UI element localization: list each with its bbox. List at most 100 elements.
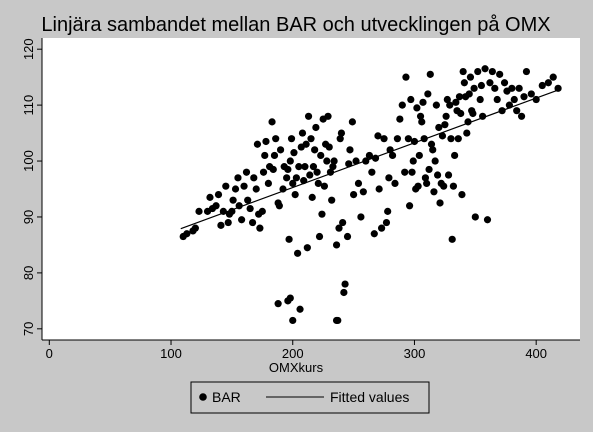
scatter-point: [427, 140, 436, 148]
scatter-point: [432, 101, 440, 109]
scatter-point: [527, 90, 535, 98]
scatter-point: [284, 165, 292, 174]
scatter-point: [339, 218, 347, 227]
scatter-point: [345, 160, 353, 168]
scatter-point: [268, 118, 276, 126]
scatter-point: [264, 179, 272, 188]
scatter-point: [206, 193, 214, 201]
scatter-point: [370, 230, 378, 238]
scatter-point: [466, 73, 475, 81]
scatter-point: [234, 174, 242, 182]
scatter-point: [306, 171, 314, 179]
scatter-point: [429, 146, 437, 154]
scatter-point: [447, 135, 455, 143]
scatter-point: [222, 182, 230, 190]
scatter-point: [471, 213, 479, 221]
scatter-point: [244, 196, 252, 204]
scatter-point: [402, 73, 410, 81]
scatter-point: [430, 188, 438, 196]
scatter-point: [304, 112, 313, 120]
scatter-point: [426, 70, 434, 78]
scatter-point: [520, 93, 528, 101]
scatter-point: [346, 146, 354, 154]
scatter-point: [408, 168, 416, 176]
scatter-point: [517, 112, 526, 120]
scatter-point: [337, 129, 346, 137]
scatter-point: [252, 185, 260, 193]
scatter-point: [348, 118, 356, 126]
scatter-point: [385, 174, 393, 182]
scatter-point: [425, 165, 433, 174]
scatter-point: [289, 316, 297, 325]
scatter-point: [457, 109, 465, 118]
scatter-point: [217, 221, 225, 229]
y-axis-ticks: 70 80 90 100 110 120: [21, 38, 42, 336]
scatter-point: [283, 174, 291, 182]
scatter-point: [393, 135, 402, 143]
scatter-point: [368, 168, 376, 176]
scatter-point: [328, 196, 336, 204]
scatter-point: [302, 140, 310, 148]
legend-marker-bar: [199, 393, 207, 401]
scatter-point: [401, 168, 409, 176]
scatter-point: [419, 98, 427, 106]
scatter-point: [307, 135, 315, 143]
legend: BAR Fitted values: [190, 381, 430, 414]
scatter-point: [276, 146, 285, 154]
legend-label-bar: BAR: [212, 389, 241, 405]
scatter-point: [474, 67, 482, 76]
fitted-values-line: [180, 89, 559, 230]
scatter-point: [309, 163, 318, 171]
scatter-point: [313, 168, 321, 176]
scatter-point: [343, 232, 352, 241]
scatter-point: [238, 216, 246, 224]
x-tick-label: 100: [160, 346, 182, 361]
scatter-point: [332, 241, 341, 249]
scatter-point: [469, 109, 477, 118]
scatter-point: [212, 202, 220, 210]
scatter-point: [340, 288, 348, 297]
scatter-point: [384, 207, 392, 215]
y-tick-label: 110: [21, 95, 36, 116]
chart-title: Linjära sambandet mellan BAR och utveckl…: [41, 14, 550, 36]
scatter-point: [463, 129, 471, 137]
scatter-point: [538, 81, 546, 90]
scatter-point: [414, 182, 422, 190]
scatter-point: [451, 151, 459, 160]
y-tick-label: 100: [21, 150, 36, 172]
scatter-point: [323, 157, 331, 165]
scatter-point: [549, 73, 557, 81]
x-axis-ticks: 0 100 200 300 400: [46, 340, 547, 361]
scatter-point: [314, 179, 322, 188]
scatter-point: [324, 112, 332, 120]
scatter-point: [229, 196, 237, 204]
scatter-point: [242, 168, 251, 176]
scatter-point: [510, 95, 518, 104]
scatter-point: [443, 95, 451, 104]
y-tick-label: 80: [21, 266, 36, 280]
scatter-point: [262, 137, 270, 146]
scatter-point: [446, 101, 454, 109]
scatter-point: [298, 129, 307, 137]
scatter-point: [290, 149, 298, 157]
scatter-point: [365, 151, 374, 160]
scatter-point: [270, 151, 279, 160]
scatter-point: [352, 157, 360, 165]
plot-area: [42, 38, 580, 340]
y-tick-label: 70: [21, 322, 36, 336]
scatter-point: [329, 163, 337, 171]
scatter-point: [396, 115, 404, 123]
scatter-point: [375, 185, 383, 193]
scatter-point: [214, 190, 223, 199]
scatter-point: [332, 316, 341, 325]
scatter-point: [320, 182, 328, 190]
scatter-point: [318, 210, 326, 218]
scatter-point: [256, 224, 264, 232]
scatter-point: [350, 190, 358, 199]
scatter-point: [407, 95, 415, 104]
scatter-point: [292, 174, 300, 182]
scatter-point: [382, 218, 391, 227]
scatter-point: [458, 190, 466, 199]
scatter-point: [413, 104, 421, 112]
